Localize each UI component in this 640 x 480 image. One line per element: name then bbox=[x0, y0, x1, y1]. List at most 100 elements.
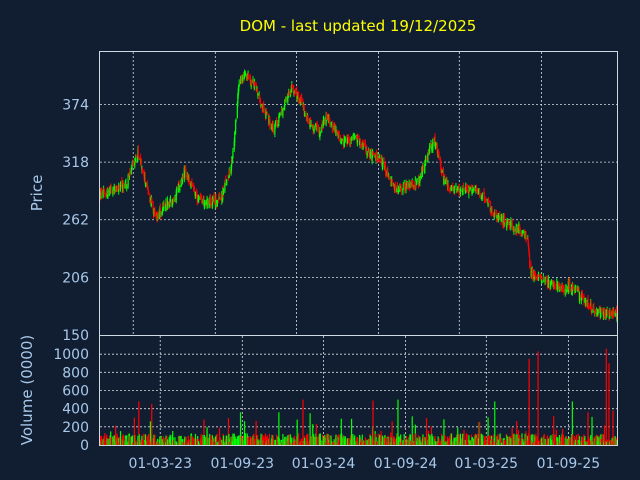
candle-body bbox=[543, 276, 545, 278]
volume-bar bbox=[558, 435, 561, 445]
volume-bar bbox=[550, 440, 553, 445]
volume-bar bbox=[422, 437, 425, 445]
volume-bar bbox=[511, 427, 513, 445]
volume-bar bbox=[166, 439, 168, 445]
candle-body bbox=[305, 116, 308, 119]
candle-body bbox=[580, 295, 582, 300]
volume-bar bbox=[494, 401, 496, 445]
candle-body bbox=[234, 132, 236, 143]
candle-body bbox=[275, 123, 277, 126]
candle-body bbox=[481, 194, 483, 199]
volume-bar bbox=[447, 438, 449, 445]
volume-bar bbox=[181, 439, 184, 445]
x-tick-label: 01-03-23 bbox=[128, 456, 192, 472]
candle-body bbox=[575, 287, 578, 291]
candle-body bbox=[603, 310, 606, 319]
volume-bar bbox=[503, 440, 506, 445]
candle-body bbox=[238, 83, 240, 87]
volume-bar bbox=[138, 434, 140, 445]
candle-body bbox=[582, 296, 584, 298]
volume-bar bbox=[384, 438, 387, 445]
volume-bar bbox=[416, 437, 418, 445]
candle-body bbox=[485, 199, 487, 201]
candle-body bbox=[157, 214, 159, 220]
volume-bar bbox=[497, 439, 499, 445]
candle-body bbox=[269, 124, 272, 128]
volume-bar bbox=[173, 439, 175, 445]
x-tick-label: 01-03-25 bbox=[455, 456, 519, 472]
candle-body bbox=[287, 93, 289, 102]
volume-bar bbox=[557, 437, 559, 445]
volume-bar bbox=[500, 437, 502, 445]
volume-bar bbox=[457, 427, 459, 445]
volume-bar bbox=[315, 424, 317, 445]
volume-bar bbox=[344, 436, 346, 445]
volume-bar bbox=[216, 442, 218, 445]
candle-body bbox=[294, 89, 296, 91]
volume-bar bbox=[229, 441, 231, 445]
volume-bar bbox=[532, 442, 534, 445]
candle-body bbox=[113, 185, 115, 191]
candle-body bbox=[126, 186, 128, 188]
candle-body bbox=[104, 192, 106, 194]
price-tick-label: 318 bbox=[62, 155, 89, 171]
volume-bar bbox=[550, 435, 552, 445]
volume-bar bbox=[397, 399, 399, 445]
volume-bar bbox=[425, 417, 428, 445]
volume-bar bbox=[391, 421, 393, 445]
candle-body bbox=[508, 226, 511, 227]
candle-body bbox=[528, 250, 530, 255]
volume-bar bbox=[294, 440, 296, 445]
volume-bar bbox=[596, 434, 598, 445]
candle-body bbox=[140, 160, 143, 169]
volume-bar bbox=[231, 435, 233, 445]
volume-bar bbox=[276, 434, 278, 445]
volume-bar bbox=[410, 440, 412, 445]
candle-body bbox=[155, 215, 157, 217]
candle-body bbox=[324, 121, 326, 123]
candle-body bbox=[224, 183, 226, 191]
candle-body bbox=[175, 191, 177, 201]
volume-bar bbox=[282, 434, 284, 445]
volume-bar bbox=[221, 439, 223, 445]
volume-bar bbox=[154, 434, 156, 445]
candle-body bbox=[272, 129, 275, 133]
volume-bar bbox=[404, 439, 406, 445]
volume-bar bbox=[563, 442, 565, 445]
candle-body bbox=[154, 209, 156, 216]
candle-body bbox=[225, 178, 227, 183]
volume-bar bbox=[133, 417, 135, 445]
volume-bar bbox=[312, 424, 314, 445]
candle-body bbox=[534, 274, 536, 277]
volume-bar bbox=[328, 439, 330, 445]
volume-bar bbox=[287, 435, 289, 445]
volume-bar bbox=[185, 436, 187, 445]
candle-body bbox=[119, 182, 122, 189]
candle-body bbox=[278, 115, 280, 123]
volume-bar bbox=[485, 435, 487, 445]
candle-body bbox=[297, 92, 300, 101]
candle-body bbox=[274, 124, 276, 134]
candle-body bbox=[475, 187, 478, 190]
volume-bar bbox=[379, 434, 381, 445]
candle-body bbox=[190, 185, 192, 189]
candle-body bbox=[219, 197, 222, 200]
candle-body bbox=[547, 278, 549, 288]
volume-bar bbox=[516, 421, 518, 445]
volume-bar bbox=[455, 437, 457, 445]
tick-labels: 150 206 262 318 374 0 200 400 600 800 1000 01-03-23… bbox=[53, 97, 600, 472]
candle-body bbox=[125, 182, 127, 183]
volume-bar bbox=[247, 436, 250, 445]
price-axis-label: Price bbox=[28, 175, 46, 212]
candle-body bbox=[144, 185, 147, 187]
volume-bar bbox=[603, 425, 606, 445]
candle-body bbox=[310, 124, 312, 125]
candle-body bbox=[471, 187, 474, 191]
candle-body bbox=[322, 119, 325, 124]
volume-bar bbox=[519, 435, 521, 445]
volume-bar bbox=[397, 436, 400, 445]
volume-bar bbox=[285, 436, 287, 445]
volume-bar bbox=[107, 439, 109, 445]
volume-bar bbox=[278, 412, 280, 445]
